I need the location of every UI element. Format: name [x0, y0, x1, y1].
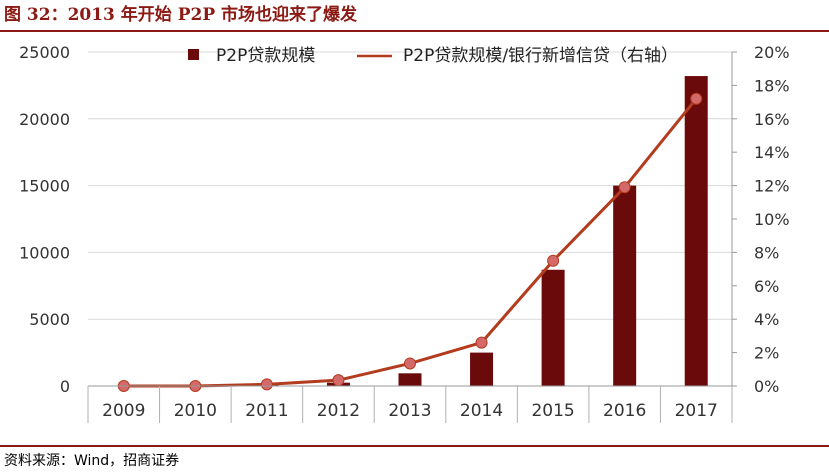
right-tick-label: 0%	[754, 377, 779, 396]
left-tick-label: 25000	[19, 43, 70, 62]
right-axis: 0% 2% 4% 6% 8% 10% 12% 14% 16% 18% 20%	[731, 43, 790, 396]
x-tick-label: 2014	[460, 401, 503, 421]
source-note: 资料来源：Wind，招商证券	[4, 453, 180, 469]
bar	[398, 373, 422, 386]
right-tick-label: 6%	[754, 277, 779, 296]
right-tick-label: 16%	[754, 110, 790, 129]
left-tick-label: 20000	[19, 110, 70, 129]
x-tick-label: 2011	[245, 401, 288, 421]
bar	[470, 352, 494, 386]
footer-rule	[0, 445, 829, 447]
left-tick-label: 5000	[29, 310, 70, 329]
x-tick-label: 2015	[531, 401, 574, 421]
right-tick-label: 12%	[754, 177, 790, 196]
bar	[613, 185, 637, 386]
right-tick-label: 8%	[754, 243, 779, 262]
right-tick-label: 14%	[754, 143, 790, 162]
x-tick-label: 2012	[317, 401, 360, 421]
legend: P2P贷款规模 P2P贷款规模/银行新增信贷（右轴）	[188, 46, 678, 66]
line-point	[547, 254, 560, 267]
legend-bar-swatch	[188, 49, 199, 60]
line-path	[123, 97, 698, 388]
right-tick-label: 2%	[754, 344, 779, 363]
left-tick-label: 10000	[19, 243, 70, 262]
right-tick-label: 20%	[754, 43, 790, 62]
legend-line-label: P2P贷款规模/银行新增信贷（右轴）	[403, 46, 678, 66]
x-axis: 2009 2010 2011 2012 2013 2014 2015 2016 2017	[87, 385, 733, 423]
x-tick-label: 2013	[388, 401, 431, 421]
line-point	[332, 374, 345, 387]
title-rule	[0, 30, 829, 32]
figure-title: 图 32：2013 年开始 P2P 市场也迎来了爆发	[4, 5, 358, 25]
right-tick-label: 18%	[754, 76, 790, 95]
left-tick-label: 15000	[19, 177, 70, 196]
line-point	[618, 181, 631, 194]
bar	[684, 76, 708, 386]
legend-bar-label: P2P贷款规模	[216, 46, 315, 66]
line-point	[260, 378, 273, 391]
right-tick-label: 4%	[754, 310, 779, 329]
line-point	[475, 336, 488, 349]
right-tick-label: 10%	[754, 210, 790, 229]
line-point	[404, 357, 416, 370]
bar-series	[112, 76, 708, 386]
x-tick-label: 2009	[102, 401, 145, 421]
line-point	[690, 92, 703, 105]
x-tick-label: 2010	[174, 401, 217, 421]
bar	[541, 269, 565, 386]
x-tick-label: 2017	[675, 401, 718, 421]
left-tick-label: 0	[60, 377, 70, 396]
x-tick-label: 2016	[603, 401, 646, 421]
left-axis: 0 5000 10000 15000 20000 25000	[19, 43, 70, 396]
